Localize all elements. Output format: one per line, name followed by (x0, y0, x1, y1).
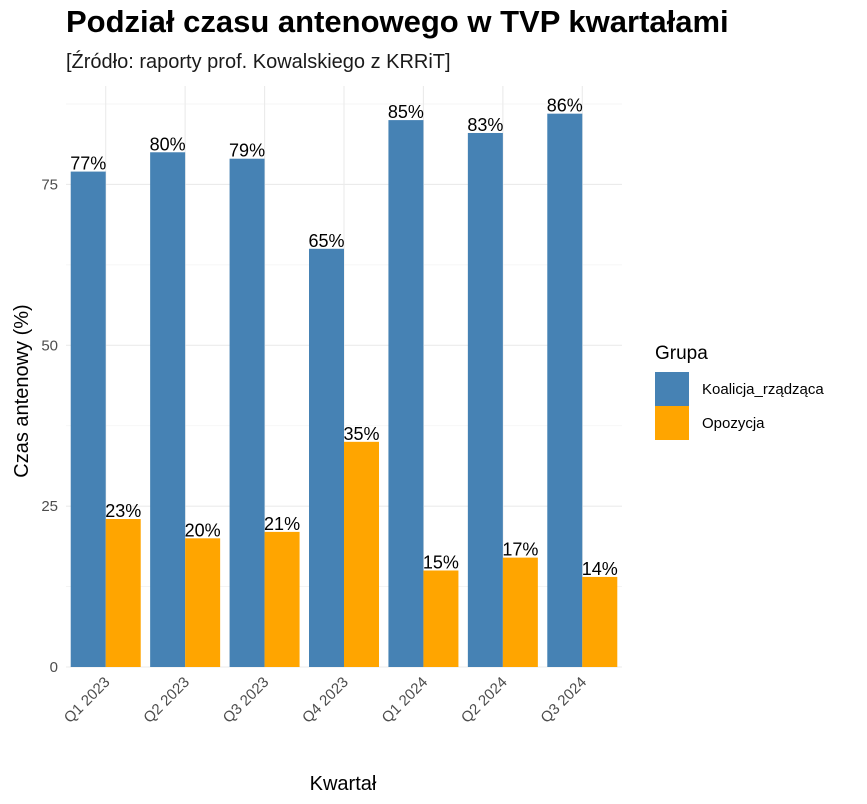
data-label: 85% (388, 102, 424, 122)
bar-opozycja (582, 576, 618, 667)
bar-koalicja (467, 132, 503, 667)
legend-title: Grupa (655, 343, 708, 364)
bar-opozycja (264, 531, 300, 667)
bar-opozycja (423, 570, 459, 667)
data-label: 14% (582, 559, 618, 579)
y-tick-label: 75 (41, 176, 58, 193)
x-tick-label: Q1 2024 (379, 674, 432, 727)
x-tick-label: Q3 2023 (220, 674, 273, 727)
bar-koalicja (150, 152, 186, 668)
data-label: 79% (229, 141, 265, 161)
data-label: 23% (105, 501, 141, 521)
legend-swatch-koalicja (655, 372, 689, 406)
bar-koalicja (70, 171, 106, 667)
bar-opozycja (105, 519, 141, 667)
data-label: 77% (70, 154, 106, 174)
x-tick-label: Q2 2023 (140, 674, 193, 727)
y-tick-label: 50 (41, 337, 58, 354)
data-label: 83% (467, 115, 503, 135)
data-label: 17% (502, 540, 538, 560)
data-label: 21% (264, 514, 300, 534)
legend-items: Koalicja_rządząca Opozycja (655, 372, 824, 440)
bar-koalicja (547, 113, 583, 667)
bar-koalicja (309, 248, 344, 667)
data-label: 65% (308, 231, 344, 251)
data-labels-layer: 77% 80% 79% 65% 85% 83% 86% 23% 20% 21% 35% 15% 17% 1… (70, 96, 618, 579)
x-tick-label: Q4 2023 (299, 674, 352, 727)
y-tick-label: 25 (41, 498, 58, 515)
data-label: 86% (547, 96, 583, 116)
legend-swatch-opozycja (655, 406, 689, 440)
y-tick-label: 0 (50, 659, 58, 676)
x-tick-label: Q3 2024 (537, 674, 590, 727)
x-tick-label: Q1 2023 (61, 674, 114, 727)
legend-label: Opozycja (702, 415, 765, 432)
x-axis-title: Kwartał (310, 773, 377, 795)
y-axis-title: Czas antenowy (%) (11, 304, 33, 477)
data-label: 15% (423, 552, 459, 572)
x-axis-ticks: Q1 2023 Q2 2023 Q3 2023 Q4 2023 Q1 2024 Q2 20… (61, 674, 590, 727)
bars-layer (70, 113, 618, 668)
data-label: 80% (150, 134, 186, 154)
bar-opozycja (185, 538, 221, 667)
y-axis-ticks: 0 25 50 75 (41, 176, 58, 676)
bar-opozycja (502, 557, 538, 667)
bar-opozycja (344, 441, 379, 667)
bar-koalicja (388, 120, 424, 668)
legend: Grupa Koalicja_rządząca Opozycja (655, 343, 824, 440)
data-label: 20% (185, 520, 221, 540)
legend-label: Koalicja_rządząca (702, 381, 824, 398)
chart-title: Podział czasu antenowego w TVP kwartałam… (66, 4, 729, 39)
x-tick-label: Q2 2024 (458, 674, 511, 727)
bar-koalicja (229, 158, 265, 667)
data-label: 35% (343, 424, 379, 444)
chart-subtitle: [Źródło: raporty prof. Kowalskiego z KRR… (66, 51, 451, 73)
